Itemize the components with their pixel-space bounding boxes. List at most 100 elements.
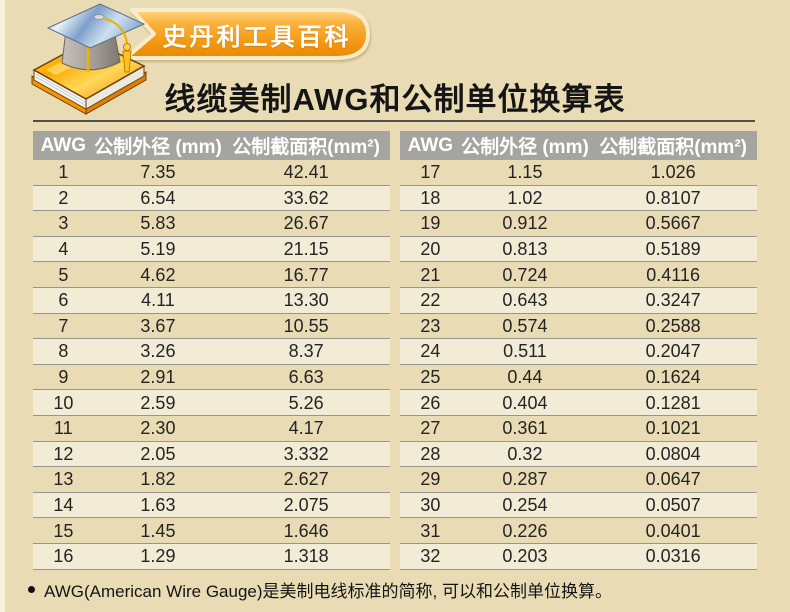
- title-divider: [33, 120, 755, 122]
- table-cell: 15: [33, 517, 94, 544]
- table-row: 13 1.82 2.627: [33, 466, 390, 493]
- table-cell: 2.05: [93, 441, 223, 468]
- table-row: 15 1.45 1.646: [33, 517, 390, 544]
- table-cell: 0.574: [460, 313, 590, 340]
- table-cell: 4.11: [93, 287, 223, 314]
- table-cell: 1.646: [222, 517, 390, 544]
- table-cell: 2.59: [93, 389, 223, 416]
- table-row: 27 0.361 0.1021: [400, 415, 757, 442]
- table-cell: 42.41: [222, 160, 390, 186]
- footnote-text: AWG(American Wire Gauge)是美制电线标准的简称, 可以和公…: [44, 582, 612, 601]
- table-row: 2 6.54 33.62: [33, 185, 390, 212]
- table-cell: 5.19: [93, 236, 223, 263]
- table-cell: 30: [400, 492, 461, 519]
- table-cell: 21: [400, 261, 461, 288]
- column-header: 公制截面积(mm²): [589, 131, 757, 160]
- table-cell: 5.26: [222, 389, 390, 416]
- brand-badge: 史丹利工具百科: [116, 6, 372, 62]
- table-cell: 19: [400, 210, 461, 237]
- ribbon-banner-icon: [124, 8, 370, 60]
- table-cell: 13.30: [222, 287, 390, 314]
- table-cell: 17: [400, 160, 461, 186]
- table-row: 12 2.05 3.332: [33, 441, 390, 468]
- table-cell: 29: [400, 466, 461, 493]
- table-row: 23 0.574 0.2588: [400, 313, 757, 340]
- table-row: 18 1.02 0.8107: [400, 185, 757, 212]
- table-cell: 0.0316: [589, 543, 757, 570]
- table-cell: 1.15: [460, 160, 590, 186]
- table-cell: 6.63: [222, 364, 390, 391]
- column-header: 公制外径 (mm): [93, 131, 223, 160]
- table-row: 4 5.19 21.15: [33, 236, 390, 263]
- table-cell: 0.3247: [589, 287, 757, 314]
- table-cell: 2: [33, 185, 94, 212]
- table-cell: 23: [400, 313, 461, 340]
- table-cell: 1.63: [93, 492, 223, 519]
- table-cell: 4: [33, 236, 94, 263]
- table-cell: 5: [33, 261, 94, 288]
- table-row: 32 0.203 0.0316: [400, 543, 757, 570]
- table-cell: 26: [400, 389, 461, 416]
- book-graduation-cap-logo: [26, 0, 152, 118]
- table-cell: 0.0507: [589, 492, 757, 519]
- table-cell: 7.35: [93, 160, 223, 186]
- table-cell: 0.1624: [589, 364, 757, 391]
- table-cell: 7: [33, 313, 94, 340]
- page-edge-strip: [0, 0, 5, 612]
- table-cell: 0.361: [460, 415, 590, 442]
- table-cell: 0.203: [460, 543, 590, 570]
- table-cell: 22: [400, 287, 461, 314]
- table-row: 25 0.44 0.1624: [400, 364, 757, 391]
- table-cell: 10: [33, 389, 94, 416]
- table-cell: 0.1021: [589, 415, 757, 442]
- table-row: 5 4.62 16.77: [33, 261, 390, 288]
- header-row: AWG 公制外径 (mm) 公制截面积(mm²): [400, 131, 757, 160]
- table-row: 9 2.91 6.63: [33, 364, 390, 391]
- table-row: 17 1.15 1.026: [400, 160, 757, 186]
- table-cell: 0.2047: [589, 338, 757, 365]
- table-row: 7 3.67 10.55: [33, 313, 390, 340]
- table-row: 21 0.724 0.4116: [400, 261, 757, 288]
- table-row: 6 4.11 13.30: [33, 287, 390, 314]
- table-cell: 18: [400, 185, 461, 212]
- table-row: 10 2.59 5.26: [33, 389, 390, 416]
- table-cell: 8: [33, 338, 94, 365]
- table-row: 20 0.813 0.5189: [400, 236, 757, 263]
- table-cell: 1.02: [460, 185, 590, 212]
- table-cell: 0.2588: [589, 313, 757, 340]
- table-cell: 1: [33, 160, 94, 186]
- table-cell: 2.91: [93, 364, 223, 391]
- table-cell: 0.287: [460, 466, 590, 493]
- table-cell: 6.54: [93, 185, 223, 212]
- table-row: 14 1.63 2.075: [33, 492, 390, 519]
- table-cell: 24: [400, 338, 461, 365]
- table-cell: 0.0401: [589, 517, 757, 544]
- table-cell: 0.813: [460, 236, 590, 263]
- awg-table-right: AWG 公制外径 (mm) 公制截面积(mm²) 17 1.15 1.026 18 1.02…: [400, 131, 757, 570]
- table-cell: 0.0647: [589, 466, 757, 493]
- table-cell: 10.55: [222, 313, 390, 340]
- table-cell: 8.37: [222, 338, 390, 365]
- table-header: AWG 公制外径 (mm) 公制截面积(mm²): [400, 131, 757, 160]
- table-cell: 33.62: [222, 185, 390, 212]
- table-cell: 6: [33, 287, 94, 314]
- table-cell: 20: [400, 236, 461, 263]
- table-cell: 21.15: [222, 236, 390, 263]
- table-cell: 1.318: [222, 543, 390, 570]
- table-cell: 0.226: [460, 517, 590, 544]
- table-cell: 31: [400, 517, 461, 544]
- table-cell: 0.511: [460, 338, 590, 365]
- table-cell: 2.627: [222, 466, 390, 493]
- table-cell: 0.404: [460, 389, 590, 416]
- table-cell: 0.4116: [589, 261, 757, 288]
- table-cell: 0.1281: [589, 389, 757, 416]
- table-cell: 4.62: [93, 261, 223, 288]
- table-cell: 16: [33, 543, 94, 570]
- table-row: 16 1.29 1.318: [33, 543, 390, 570]
- table-cell: 28: [400, 441, 461, 468]
- table-row: 30 0.254 0.0507: [400, 492, 757, 519]
- table-cell: 26.67: [222, 210, 390, 237]
- table-cell: 0.254: [460, 492, 590, 519]
- table-cell: 4.17: [222, 415, 390, 442]
